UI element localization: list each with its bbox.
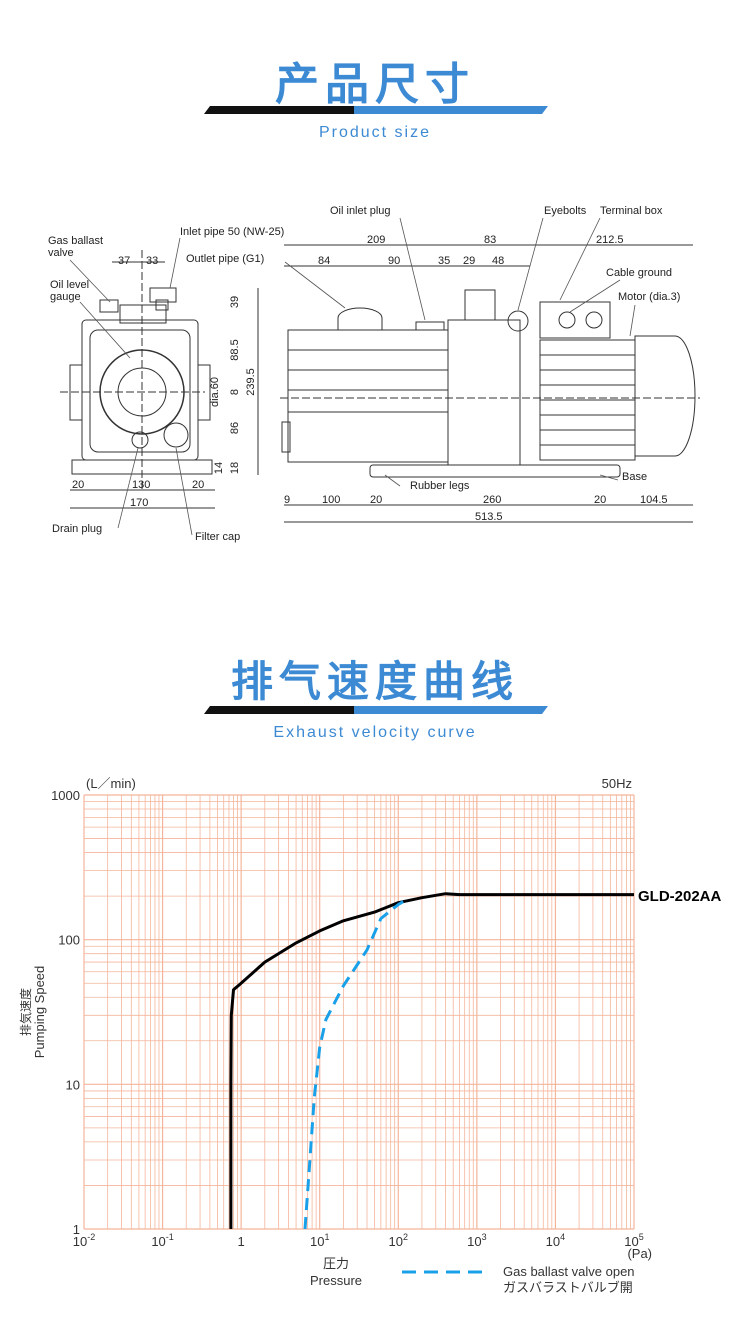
dim: 212.5: [596, 234, 624, 246]
series-line-gld-202aa: [229, 892, 634, 1229]
y-tick-label: 10: [66, 1077, 80, 1092]
y-label-jp: 排気速度: [18, 988, 33, 1036]
legend-label-jp: ガスバラストバルブ開: [503, 1280, 633, 1295]
dimension-values: 37 33 39 88.5 dia.60 8 239.5 86 14 18 20…: [72, 234, 668, 523]
label-filter-cap: Filter cap: [195, 531, 240, 543]
dim: 104.5: [640, 494, 668, 506]
section-title-exhaust-curve: 排气速度曲线: [230, 657, 519, 706]
legend-label: Gas ballast valve open: [503, 1264, 635, 1279]
label-oil-level-2: gauge: [50, 291, 81, 303]
x-tick-label: 10-1: [151, 1232, 173, 1249]
y-unit: (L／min): [86, 776, 136, 791]
x-label-jp: 圧力: [323, 1256, 349, 1271]
section-subtitle-exhaust-curve: Exhaust velocity curve: [273, 724, 477, 741]
dim: 39: [229, 296, 241, 308]
dim: 86: [229, 422, 241, 434]
series-line-gas-ballast: [303, 898, 408, 1230]
dim: 33: [146, 255, 158, 267]
dim: 35: [438, 255, 450, 267]
y-label: Pumping Speed: [32, 966, 47, 1059]
callout-labels: Gas ballast valve Oil level gauge Inlet …: [48, 205, 680, 543]
title-underline-blue: [354, 706, 548, 714]
x-tick-label: 101: [310, 1232, 329, 1249]
dim: 100: [322, 494, 340, 506]
grid: [83, 794, 635, 1230]
label-base: Base: [622, 471, 647, 483]
title-underline-dark: [204, 706, 354, 714]
dim: 239.5: [245, 368, 257, 396]
label-oil-inlet-plug: Oil inlet plug: [330, 205, 391, 217]
dim: 9: [284, 494, 290, 506]
x-tick-label: 10-2: [73, 1232, 95, 1249]
dim: 83: [484, 234, 496, 246]
dim: 8: [229, 389, 241, 395]
label-eyebolts: Eyebolts: [544, 205, 587, 217]
dim: 20: [370, 494, 382, 506]
series-layer: [229, 892, 634, 1230]
dim: 513.5: [475, 511, 503, 523]
dim: 48: [492, 255, 504, 267]
section-title-product-size: 产品尺寸: [275, 59, 475, 110]
dim: dia.60: [209, 377, 221, 407]
y-tick-label: 100: [58, 933, 80, 948]
series-label-gld-202aa: GLD-202AA: [638, 888, 722, 905]
dim: 29: [463, 255, 475, 267]
dim: 37: [118, 255, 130, 267]
dim: 260: [483, 494, 501, 506]
side-view: [280, 244, 700, 523]
y-tick-label: 1000: [51, 788, 80, 803]
frequency-label: 50Hz: [602, 776, 632, 791]
x-tick-label: 1: [238, 1234, 245, 1249]
front-view: [60, 250, 259, 509]
label-gas-ballast: Gas ballast: [48, 235, 103, 247]
label-gas-ballast-2: valve: [48, 247, 74, 259]
label-cable-ground: Cable ground: [606, 267, 672, 279]
dim: 18: [229, 462, 241, 474]
dim: 14: [213, 462, 225, 474]
dim: 20: [72, 479, 84, 491]
title-underline-blue: [354, 106, 548, 114]
title-underline-dark: [204, 106, 354, 114]
label-outlet-pipe: Outlet pipe (G1): [186, 253, 264, 265]
x-tick-label: 104: [546, 1232, 565, 1249]
dim: 20: [594, 494, 606, 506]
dimension-drawing: Gas ballast valve Oil level gauge Inlet …: [48, 205, 700, 543]
x-tick-label: 103: [467, 1232, 486, 1249]
label-drain-plug: Drain plug: [52, 523, 102, 535]
label-oil-level: Oil level: [50, 279, 89, 291]
dim: 209: [367, 234, 385, 246]
dim: 130: [132, 479, 150, 491]
section-subtitle-product-size: Product size: [318, 124, 432, 141]
y-tick-label: 1: [73, 1222, 80, 1237]
dim: 88.5: [229, 339, 241, 360]
dim: 170: [130, 497, 148, 509]
label-rubber-legs: Rubber legs: [410, 480, 470, 492]
dim: 90: [388, 255, 400, 267]
dim: 84: [318, 255, 330, 267]
leader-lines: [69, 217, 636, 536]
dim: 20: [192, 479, 204, 491]
x-label: Pressure: [310, 1273, 362, 1288]
label-motor: Motor (dia.3): [618, 291, 680, 303]
x-tick-label: 102: [389, 1232, 408, 1249]
x-unit: (Pa): [627, 1246, 652, 1261]
label-terminal-box: Terminal box: [600, 205, 663, 217]
label-inlet-pipe: Inlet pipe 50 (NW-25): [180, 226, 284, 238]
